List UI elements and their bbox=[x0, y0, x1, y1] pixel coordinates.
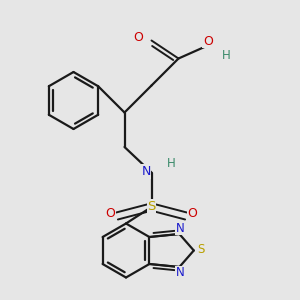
Text: H: H bbox=[167, 157, 176, 170]
Text: N: N bbox=[176, 221, 185, 235]
Text: S: S bbox=[198, 243, 205, 256]
Text: O: O bbox=[106, 207, 115, 220]
Text: H: H bbox=[222, 49, 231, 62]
Text: N: N bbox=[176, 266, 185, 280]
Text: O: O bbox=[188, 207, 197, 220]
Text: O: O bbox=[133, 31, 143, 44]
Text: N: N bbox=[141, 165, 151, 178]
Text: O: O bbox=[203, 34, 213, 48]
Text: S: S bbox=[147, 200, 156, 213]
